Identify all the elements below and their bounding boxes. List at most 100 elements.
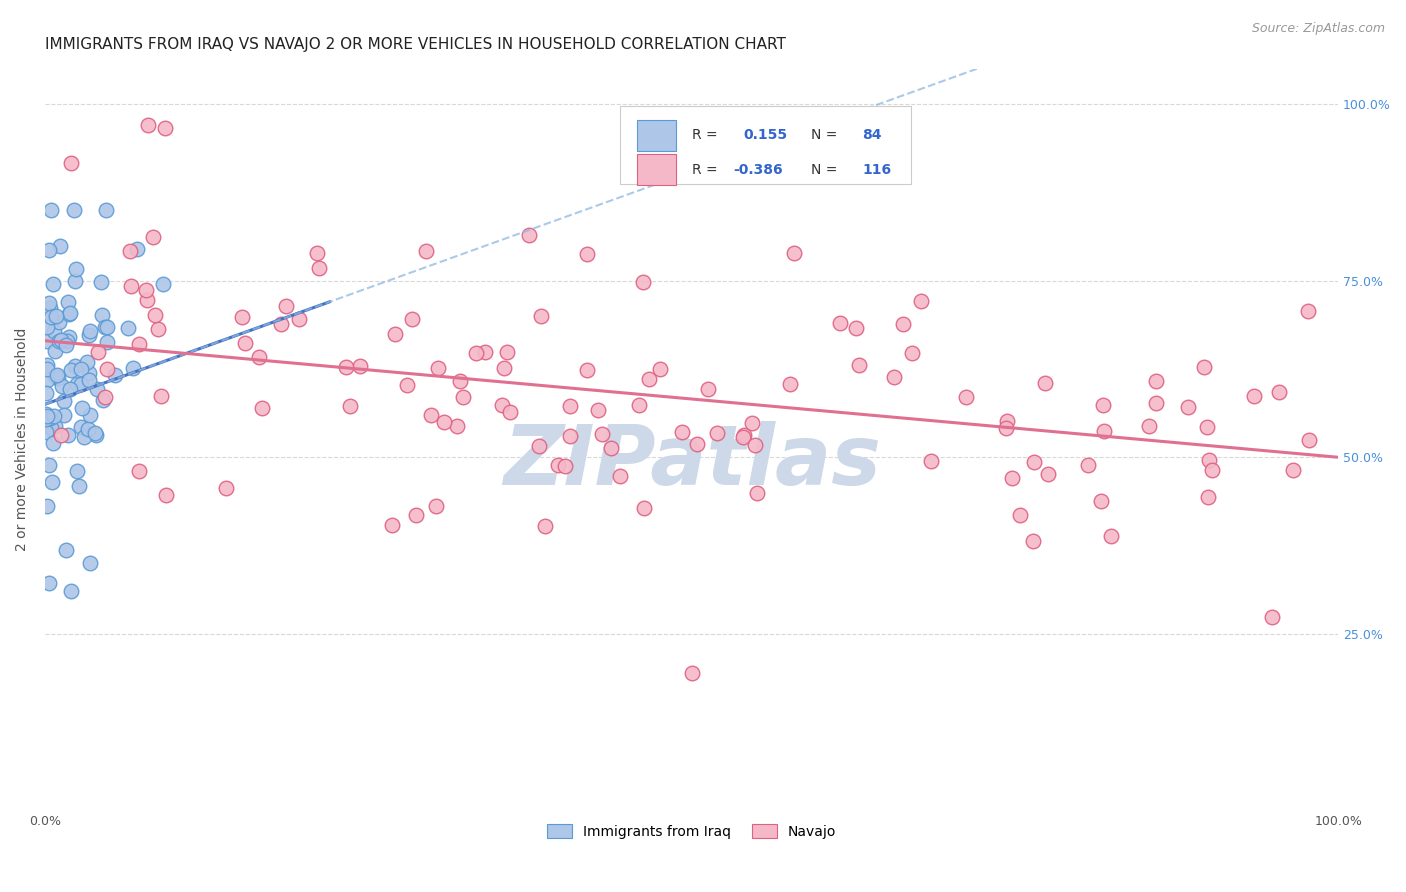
Point xyxy=(560,429,582,443)
Point xyxy=(38,301,60,315)
Point xyxy=(77,373,100,387)
Point xyxy=(51,378,73,392)
Point xyxy=(35,409,58,424)
Point xyxy=(48,334,70,349)
Point xyxy=(58,428,80,442)
Point xyxy=(465,346,488,360)
Point xyxy=(77,366,100,380)
Point xyxy=(136,293,159,307)
Point xyxy=(44,324,66,338)
Point xyxy=(845,320,868,334)
Point xyxy=(1092,425,1115,439)
Point xyxy=(779,377,801,392)
Point xyxy=(305,246,328,260)
Text: ZIPatlas: ZIPatlas xyxy=(503,421,880,502)
Point xyxy=(41,475,63,489)
Point xyxy=(37,362,59,376)
Point xyxy=(1090,494,1112,508)
Point xyxy=(381,517,404,532)
Point xyxy=(145,308,167,322)
Point xyxy=(39,420,62,434)
Point xyxy=(49,428,72,442)
Point xyxy=(67,479,90,493)
Point xyxy=(35,407,58,421)
Point xyxy=(96,320,118,334)
Point xyxy=(744,438,766,452)
Point xyxy=(52,393,75,408)
Point xyxy=(560,399,582,413)
Point xyxy=(575,247,598,261)
Point xyxy=(56,295,79,310)
Point xyxy=(848,359,870,373)
Point xyxy=(1177,400,1199,414)
Point xyxy=(35,412,58,426)
FancyBboxPatch shape xyxy=(637,120,676,151)
Point xyxy=(900,346,922,360)
Point xyxy=(94,390,117,404)
Point xyxy=(554,458,576,473)
Point xyxy=(891,317,914,331)
Point xyxy=(44,368,66,383)
Point xyxy=(51,333,73,347)
Legend: Immigrants from Iraq, Navajo: Immigrants from Iraq, Navajo xyxy=(541,819,842,845)
Text: Source: ZipAtlas.com: Source: ZipAtlas.com xyxy=(1251,22,1385,36)
Point xyxy=(671,425,693,439)
Point xyxy=(681,665,703,680)
FancyBboxPatch shape xyxy=(620,106,911,184)
Point xyxy=(415,244,437,258)
Point xyxy=(633,501,655,516)
Point xyxy=(995,421,1018,435)
Point xyxy=(1077,458,1099,472)
Point xyxy=(609,469,631,483)
Point xyxy=(995,414,1018,428)
Point xyxy=(39,202,62,217)
Point xyxy=(1035,376,1057,391)
Point xyxy=(45,309,67,323)
Point xyxy=(53,409,76,423)
Point xyxy=(599,442,621,456)
Point xyxy=(1298,434,1320,448)
Point xyxy=(87,345,110,359)
Point xyxy=(1281,463,1303,477)
Point xyxy=(84,428,107,442)
Point xyxy=(745,485,768,500)
Point xyxy=(349,359,371,374)
Point xyxy=(42,277,65,291)
Point xyxy=(58,330,80,344)
Point xyxy=(35,319,58,334)
Point xyxy=(149,389,172,403)
Point xyxy=(883,370,905,384)
Point xyxy=(35,358,58,372)
Point xyxy=(1001,470,1024,484)
Point xyxy=(1099,529,1122,543)
Point xyxy=(247,351,270,365)
Text: 116: 116 xyxy=(862,162,891,177)
Point xyxy=(527,439,550,453)
Point xyxy=(308,261,330,276)
Text: 84: 84 xyxy=(862,128,882,143)
Point xyxy=(90,308,112,322)
Point xyxy=(59,305,82,319)
Point xyxy=(59,382,82,396)
Point xyxy=(233,335,256,350)
Point xyxy=(96,334,118,349)
Point xyxy=(1137,418,1160,433)
Point xyxy=(58,307,80,321)
Point xyxy=(46,368,69,383)
Text: R =: R = xyxy=(692,162,717,177)
Point xyxy=(128,464,150,478)
Point xyxy=(731,429,754,443)
FancyBboxPatch shape xyxy=(637,154,676,186)
Point xyxy=(55,543,77,558)
Point xyxy=(591,427,613,442)
Point xyxy=(96,362,118,376)
Point xyxy=(449,374,471,388)
Point xyxy=(93,393,115,408)
Text: 0.155: 0.155 xyxy=(744,128,787,143)
Point xyxy=(69,361,91,376)
Point xyxy=(783,246,806,260)
Point xyxy=(70,420,93,434)
Point xyxy=(1268,385,1291,400)
Point xyxy=(1008,508,1031,522)
Point xyxy=(696,382,718,396)
